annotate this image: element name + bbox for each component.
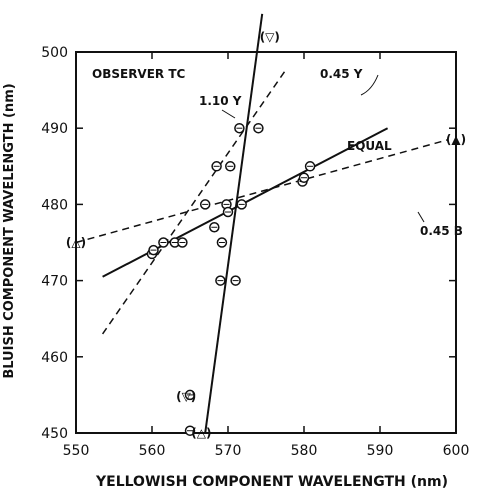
b045-pointer (418, 212, 424, 222)
y045-line-label: 0.45 Y (320, 67, 363, 81)
x-tick-label: 600 (443, 443, 470, 459)
y045-pointer (361, 75, 378, 95)
offscale-marker: (▽) (260, 30, 280, 44)
offscale-marker: (△) (191, 426, 211, 440)
y-axis-label: BLUISH COMPONENT WAVELENGTH (nm) (2, 83, 17, 378)
y-tick-label: 490 (41, 121, 68, 137)
observer-label: OBSERVER TC (92, 67, 186, 81)
y-tick-label: 480 (41, 197, 68, 213)
y-tick-label: 470 (41, 274, 68, 290)
equal-line-label: EQUAL (347, 139, 392, 153)
offscale-marker: (▲) (446, 133, 466, 147)
y-tick-label: 450 (41, 426, 68, 442)
x-tick-label: 590 (367, 443, 394, 459)
series-line-3 (76, 140, 448, 243)
y110-line-label: 1.10 Y (199, 94, 242, 108)
x-tick-label: 550 (63, 443, 90, 459)
y110-pointer (222, 110, 235, 118)
series-line-1 (103, 71, 285, 334)
offscale-marker: (△) (66, 236, 86, 250)
x-tick-label: 560 (139, 443, 166, 459)
plot-frame (76, 52, 456, 433)
x-tick-label: 570 (215, 443, 242, 459)
x-axis-label: YELLOWISH COMPONENT WAVELENGTH (nm) (95, 474, 448, 490)
x-tick-label: 580 (291, 443, 318, 459)
y-tick-label: 500 (41, 45, 68, 61)
b045-line-label: 0.45 B (420, 224, 463, 238)
offscale-marker: (▽) (176, 389, 196, 403)
y-tick-label: 460 (41, 350, 68, 366)
